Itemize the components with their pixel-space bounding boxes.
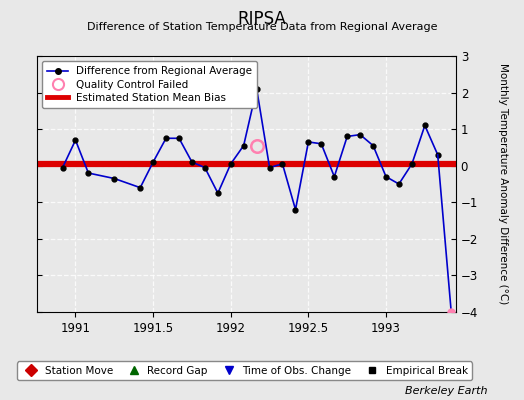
Text: Berkeley Earth: Berkeley Earth (405, 386, 487, 396)
Legend: Station Move, Record Gap, Time of Obs. Change, Empirical Break: Station Move, Record Gap, Time of Obs. C… (17, 362, 472, 380)
Y-axis label: Monthly Temperature Anomaly Difference (°C): Monthly Temperature Anomaly Difference (… (498, 63, 508, 305)
Text: Difference of Station Temperature Data from Regional Average: Difference of Station Temperature Data f… (87, 22, 437, 32)
Text: RIPSA: RIPSA (237, 10, 287, 28)
